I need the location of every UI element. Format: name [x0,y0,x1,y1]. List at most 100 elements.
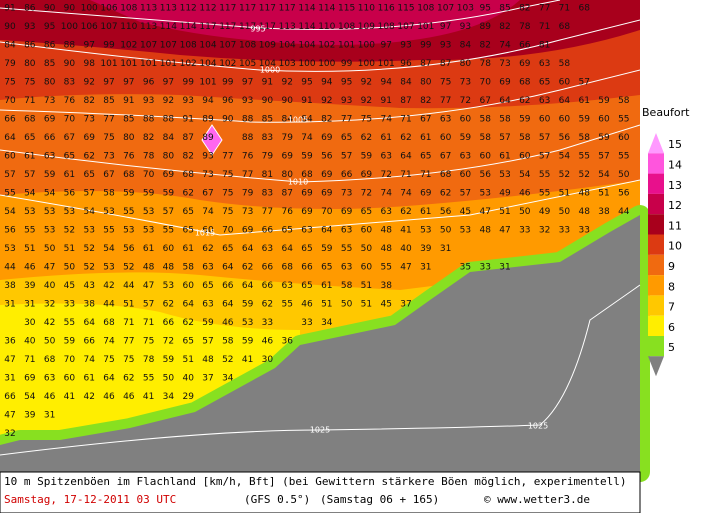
grid-value: 55 [103,226,114,236]
grid-value: 64 [222,300,234,310]
grid-value: 105 [239,59,256,69]
grid-value: 71 [559,4,570,14]
grid-value: 80 [44,78,56,88]
grid-value: 86 [24,4,36,14]
grid-value: 60 [4,152,16,162]
grid-value: 46 [24,263,36,273]
grid-value: 48 [202,355,214,365]
grid-value: 53 [103,207,114,217]
grid-value: 107 [100,22,117,32]
grid-value: 64 [4,133,16,143]
grid-value: 55 [380,263,391,273]
grid-value: 62 [400,207,411,217]
grid-value: 56 [4,226,16,236]
grid-value: 75 [143,337,154,347]
grid-value: 65 [64,152,75,162]
terrain [0,215,640,472]
isobar-label: 1015 [195,229,215,238]
map [0,0,650,482]
grid-value: 64 [103,374,115,384]
grid-value: 94 [380,78,392,88]
grid-value: 64 [400,152,412,162]
grid-value: 79 [4,59,16,69]
grid-value: 59 [321,244,333,254]
grid-value: 93 [440,41,451,51]
grid-value: 69 [321,189,333,199]
grid-value: 41 [400,226,411,236]
grid-value: 64 [242,281,254,291]
grid-value: 90 [222,115,234,125]
grid-value: 77 [262,207,273,217]
grid-value: 33 [262,318,273,328]
grid-value: 63 [44,152,55,162]
grid-value: 62 [242,263,253,273]
grid-value: 75 [123,355,134,365]
grid-value: 85 [499,4,510,14]
band-12 [90,0,520,45]
grid-value: 76 [281,207,293,217]
grid-value: 65 [361,207,372,217]
grid-value: 69 [301,207,313,217]
grid-value: 47 [400,263,411,273]
grid-value: 58 [578,133,590,143]
grid-value: 43 [83,281,94,291]
grid-value: 63 [44,374,55,384]
grid-value: 59 [301,152,313,162]
grid-value: 90 [44,4,56,14]
value-grid: 91 86 90 90 100 106 108 113 113 112 112 117 117 117 11… [4,4,630,440]
grid-value: 32 [539,226,550,236]
grid-value: 109 [358,22,375,32]
grid-value: 32 [44,300,55,310]
grid-value: 40 [44,281,56,291]
grid-value: 112 [180,4,197,14]
grid-value: 88 [143,115,155,125]
grid-value: 104 [259,59,276,69]
grid-value: 74 [380,189,392,199]
grid-value: 57 [598,152,609,162]
grid-value: 73 [202,170,213,180]
grid-value: 92 [163,96,174,106]
grid-value: 73 [499,59,510,69]
grid-value: 101 [160,59,177,69]
grid-value: 38 [380,281,392,291]
legend-label: 7 [668,301,675,314]
grid-value: 77 [123,337,134,347]
grid-value: 57 [539,133,550,143]
grid-value: 53 [4,244,15,254]
grid-value: 82 [499,22,510,32]
grid-value: 101 [338,41,355,51]
grid-value: 107 [140,41,157,51]
grid-value: 46 [262,337,274,347]
grid-value: 68 [24,115,36,125]
grid-value: 62 [123,374,134,384]
grid-value: 117 [279,4,296,14]
grid-value: 91 [301,96,312,106]
grid-value: 53 [123,226,134,236]
footer-date: Samstag, 17-12-2011 03 UTC [4,493,176,506]
grid-value: 81 [262,170,273,180]
grid-value: 63 [262,244,273,254]
grid-value: 94 [202,96,214,106]
legend-label: 15 [668,138,682,151]
grid-value: 68 [281,263,293,273]
legend-label: 10 [668,240,682,253]
grid-value: 46 [222,318,234,328]
grid-value: 84 [460,41,472,51]
grid-value: 71 [420,170,431,180]
grid-value: 113 [140,22,157,32]
grid-value: 31 [44,411,55,421]
grid-value: 100 [358,41,375,51]
grid-value: 53 [460,226,471,236]
grid-value: 73 [341,189,352,199]
grid-value: 36 [281,337,293,347]
grid-value: 68 [123,170,135,180]
grid-value: 41 [143,392,154,402]
grid-value: 66 [262,281,274,291]
isobar-label: 1025 [310,426,330,435]
grid-value: 52 [559,170,570,180]
grid-value: 75 [4,78,15,88]
grid-value: 107 [397,22,414,32]
grid-value: 114 [318,4,335,14]
grid-value: 62 [262,300,273,310]
isobar [0,179,641,236]
